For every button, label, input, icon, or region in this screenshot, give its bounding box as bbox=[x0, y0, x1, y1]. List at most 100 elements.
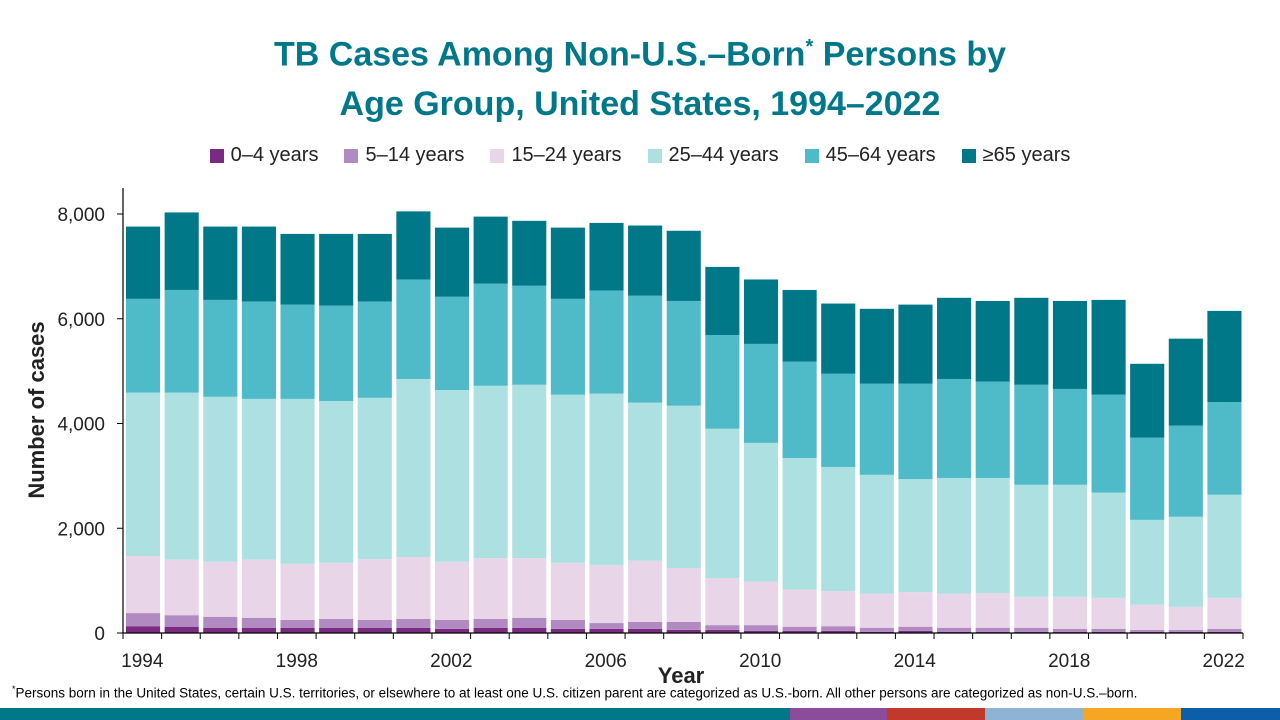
bar-segment-2017-1 bbox=[1014, 627, 1049, 632]
title-line1-end: Persons by bbox=[813, 35, 1006, 74]
bar-segment-2004-0 bbox=[512, 627, 547, 633]
legend-item: 15–24 years bbox=[490, 144, 622, 167]
legend-label: ≥65 years bbox=[982, 144, 1071, 166]
bar-segment-2021-1 bbox=[1168, 629, 1203, 632]
legend-label: 25–44 years bbox=[668, 144, 779, 166]
bar-segment-2022-1 bbox=[1207, 628, 1242, 632]
bar-segment-2006-5 bbox=[589, 222, 624, 291]
bar-segment-2016-2 bbox=[975, 593, 1010, 628]
bar-segment-1998-2 bbox=[280, 563, 315, 620]
title-line1: TB Cases Among Non-U.S.–Born bbox=[274, 35, 806, 74]
bar-segment-2000-1 bbox=[357, 619, 392, 628]
bar-segment-2000-2 bbox=[357, 559, 392, 620]
bar-segment-2002-3 bbox=[434, 389, 470, 562]
bar-segment-1994-1 bbox=[126, 613, 161, 627]
bar-segment-2017-4 bbox=[1014, 384, 1049, 485]
bar-segment-2015-1 bbox=[937, 627, 972, 632]
bar-segment-2010-4 bbox=[743, 343, 779, 443]
bar-segment-2017-3 bbox=[1014, 484, 1049, 597]
bar-segment-2007-4 bbox=[628, 295, 663, 403]
bar-segment-1994-3 bbox=[126, 392, 161, 557]
bar-segment-2001-1 bbox=[396, 618, 431, 628]
x-tick-label: 2002 bbox=[430, 651, 472, 672]
bar-segment-2009-5 bbox=[705, 266, 740, 335]
bar-segment-1998-4 bbox=[280, 304, 315, 399]
y-tick-label: 4,000 bbox=[57, 415, 105, 436]
bar-segment-2021-5 bbox=[1168, 338, 1203, 426]
bar-segment-2000-5 bbox=[357, 233, 392, 302]
footer-color-segment bbox=[985, 708, 1083, 720]
bar-segment-2009-0 bbox=[705, 629, 740, 633]
bar-segment-1996-4 bbox=[203, 299, 238, 397]
bar-segment-2020-2 bbox=[1130, 604, 1165, 630]
bar-segment-2019-5 bbox=[1091, 299, 1126, 395]
bar-segment-2003-1 bbox=[473, 618, 508, 628]
bar-segment-2014-1 bbox=[898, 626, 933, 631]
bar-segment-1998-5 bbox=[280, 233, 315, 305]
bar-segment-2017-5 bbox=[1014, 297, 1049, 385]
bar-segment-2011-5 bbox=[782, 289, 817, 362]
legend-item: ≥65 years bbox=[961, 144, 1071, 167]
bar-segment-1998-0 bbox=[280, 627, 315, 633]
bar-segment-2005-3 bbox=[550, 394, 585, 563]
bar-segment-2004-5 bbox=[512, 220, 547, 286]
title-footnote-marker: * bbox=[805, 36, 814, 58]
bar-segment-2019-2 bbox=[1091, 597, 1126, 629]
bar-segment-2016-3 bbox=[975, 477, 1010, 594]
bar-segment-2021-2 bbox=[1168, 606, 1203, 630]
bar-segment-1995-0 bbox=[164, 626, 199, 633]
bar-segment-2003-0 bbox=[473, 627, 508, 633]
bar-segment-1999-5 bbox=[319, 233, 354, 306]
bar-segment-2012-0 bbox=[821, 630, 856, 633]
legend-swatch bbox=[961, 148, 976, 163]
bar-segment-1996-5 bbox=[203, 226, 238, 300]
bar-segment-2018-1 bbox=[1052, 628, 1088, 632]
legend-label: 45–64 years bbox=[825, 144, 936, 166]
x-axis-label: Year bbox=[658, 663, 705, 688]
bar-segment-2002-0 bbox=[434, 628, 470, 633]
bar-segment-2002-1 bbox=[434, 619, 470, 629]
bar-segment-1997-4 bbox=[241, 301, 276, 399]
legend-item: 0–4 years bbox=[209, 144, 318, 167]
bar-segment-2010-1 bbox=[743, 625, 779, 631]
x-tick-label: 1994 bbox=[121, 651, 164, 672]
bar-segment-2000-0 bbox=[357, 627, 392, 633]
legend-swatch bbox=[804, 148, 819, 163]
bar-segment-2009-1 bbox=[705, 625, 740, 630]
x-tick-label: 1998 bbox=[276, 651, 318, 672]
bar-segment-2009-4 bbox=[705, 334, 740, 429]
bar-segment-2021-3 bbox=[1168, 516, 1203, 607]
bar-segment-2007-2 bbox=[628, 560, 663, 623]
y-tick-label: 6,000 bbox=[57, 310, 105, 331]
legend-swatch bbox=[344, 148, 359, 163]
bar-segment-2007-1 bbox=[628, 622, 663, 629]
bar-segment-2000-3 bbox=[357, 397, 392, 560]
bar-segment-2017-2 bbox=[1014, 596, 1049, 628]
legend-item: 25–44 years bbox=[647, 144, 779, 167]
bar-segment-2019-3 bbox=[1091, 492, 1126, 598]
bar-segment-2016-5 bbox=[975, 300, 1010, 382]
footer-color-bar bbox=[0, 708, 1280, 720]
bar-segment-1995-2 bbox=[164, 559, 199, 616]
bar-segment-2001-5 bbox=[396, 211, 431, 280]
bar-segment-1995-5 bbox=[164, 212, 199, 290]
bar-segment-2008-5 bbox=[666, 230, 701, 301]
bar-segment-2021-4 bbox=[1168, 425, 1203, 517]
bar-segment-2005-1 bbox=[550, 619, 585, 629]
bar-segment-2007-0 bbox=[628, 628, 663, 633]
bar-segment-2013-3 bbox=[859, 474, 894, 594]
legend-label: 15–24 years bbox=[511, 144, 622, 166]
bar-segment-2004-4 bbox=[512, 285, 547, 385]
bar-segment-2003-3 bbox=[473, 385, 508, 559]
bar-segment-2001-2 bbox=[396, 557, 431, 619]
bar-segment-2013-1 bbox=[859, 627, 894, 632]
x-tick-label: 2022 bbox=[1203, 651, 1245, 672]
footer-color-segment bbox=[887, 708, 985, 720]
bar-segment-1995-3 bbox=[164, 392, 199, 560]
bar-segment-2018-2 bbox=[1052, 596, 1088, 629]
bar-segment-2003-4 bbox=[473, 283, 508, 386]
y-axis-label: Number of cases bbox=[24, 321, 49, 498]
bar-segment-2014-5 bbox=[898, 304, 933, 384]
bar-segment-1999-2 bbox=[319, 562, 354, 619]
bar-segment-2002-2 bbox=[434, 561, 470, 620]
